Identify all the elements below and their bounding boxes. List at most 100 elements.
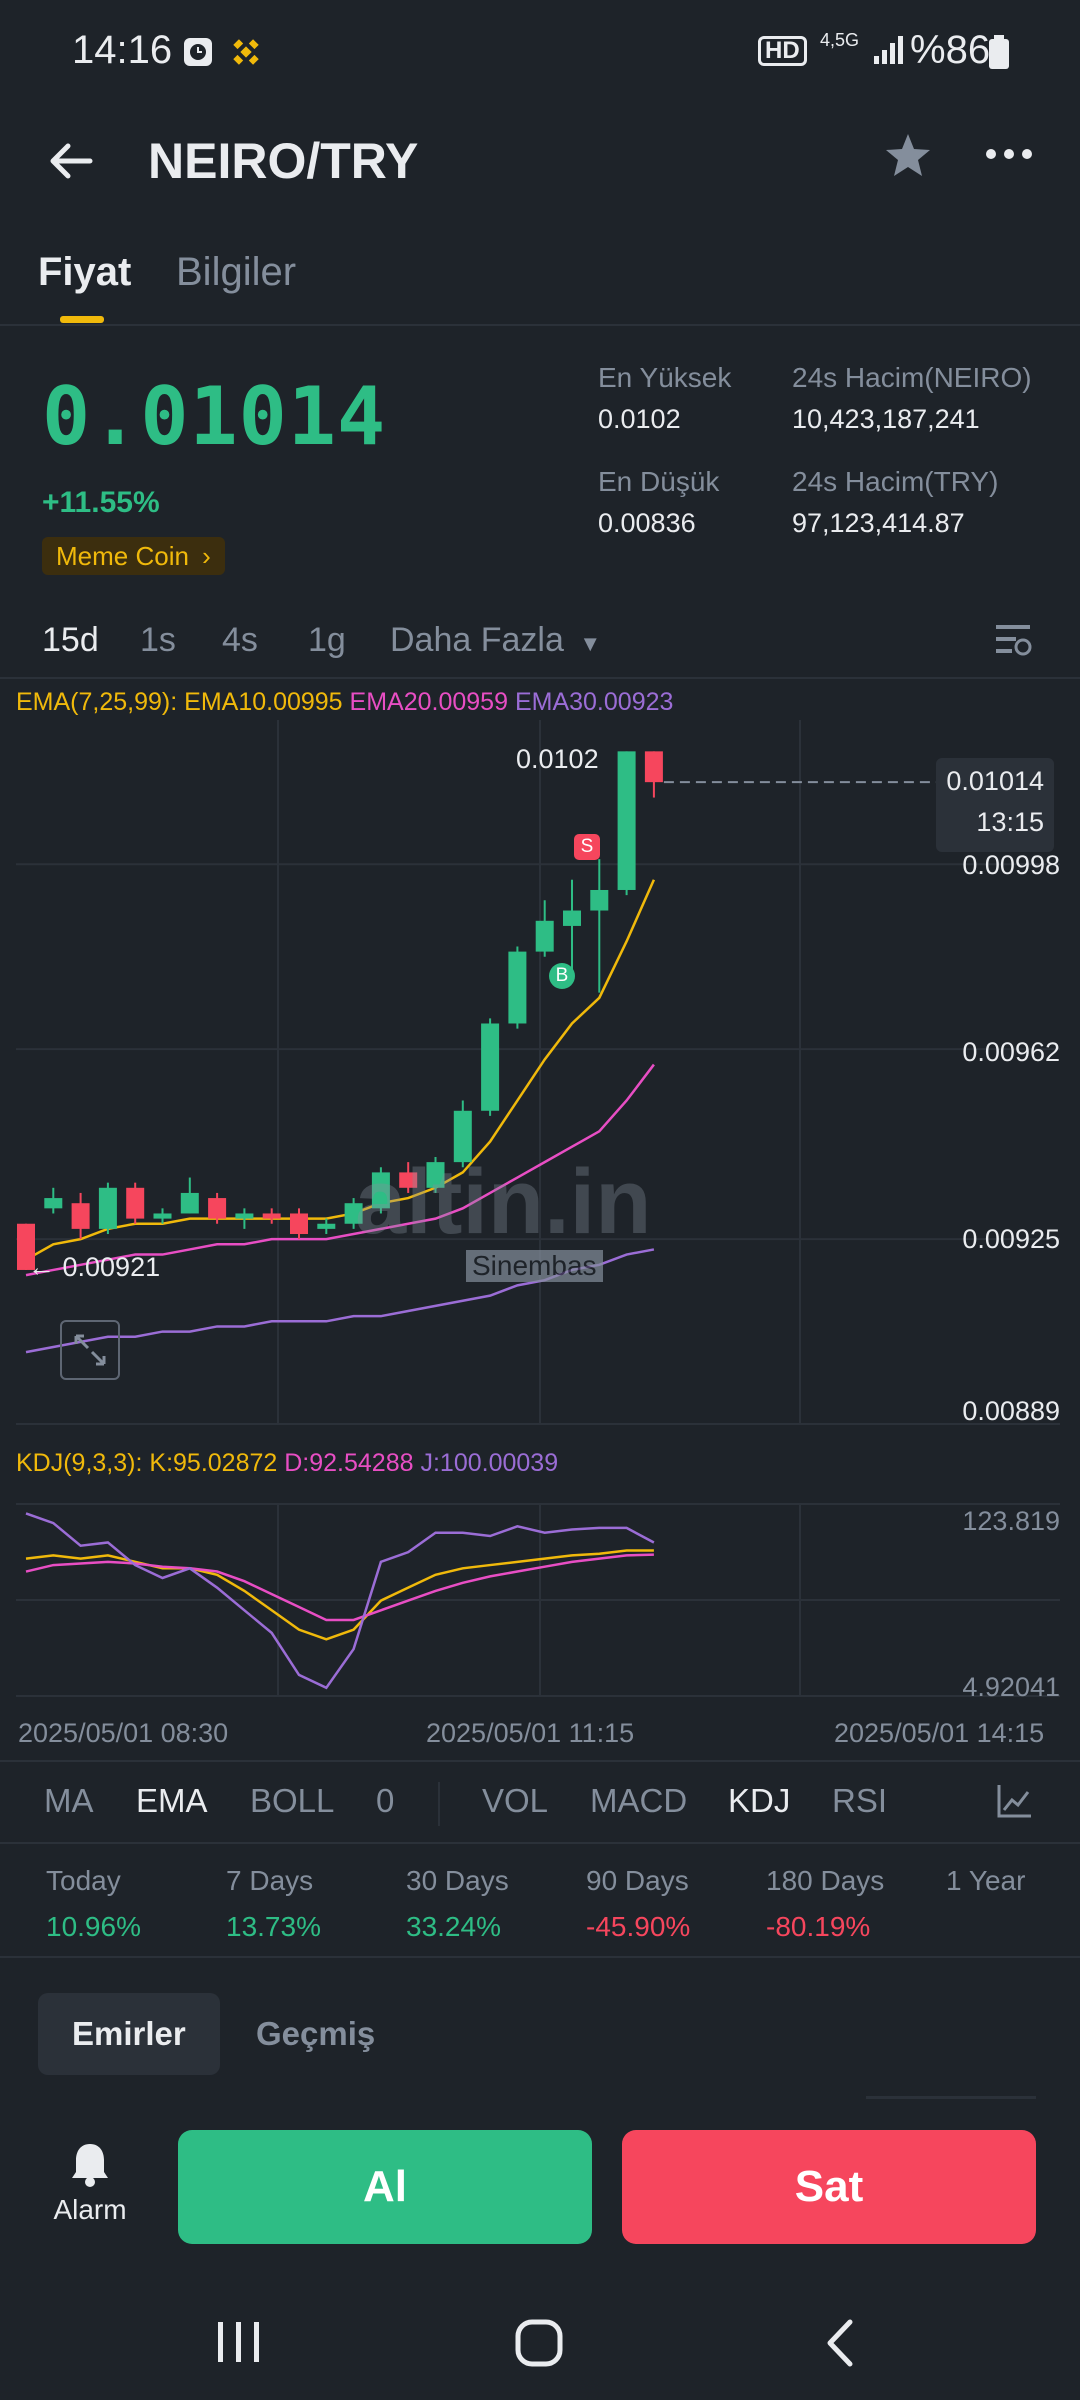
y-tick-label: 0.00998 (962, 850, 1060, 880)
kdj-k-line (25, 1549, 654, 1641)
ema30-value: EMA30.00923 (514, 688, 674, 716)
x-tick-label: 2025/05/01 11:15 (426, 1718, 635, 1748)
tab-indicator (60, 316, 104, 323)
timeframe-1s[interactable]: 1s (140, 621, 176, 659)
high-marker-label: 0.0102 (516, 744, 599, 774)
caret-down-icon: ▼ (579, 631, 602, 656)
perf-value: -80.19% (766, 1911, 871, 1942)
expand-chart-button[interactable] (60, 1320, 120, 1380)
sell-marker[interactable]: S (574, 834, 600, 860)
indicator-ema[interactable]: EMA (136, 1782, 208, 1819)
candle (481, 1023, 500, 1111)
back-arrow-icon[interactable] (46, 136, 96, 186)
meme-coin-tag[interactable]: Meme Coin › (42, 537, 225, 575)
perf-180-days: 180 Days -80.19% (766, 1865, 884, 1943)
indicator-boll[interactable]: BOLL (250, 1782, 335, 1819)
candle (153, 1213, 172, 1219)
timeframe-15d[interactable]: 15d (42, 621, 99, 659)
header: NEIRO/TRY (0, 110, 1080, 250)
hd-icon: HD (758, 36, 807, 66)
low-value: 0.00836 (598, 508, 696, 538)
chevron-right-icon: › (202, 541, 211, 571)
battery-icon (989, 35, 1009, 69)
kdj-legend: KDJ(9,3,3): K:95.02872 D:92.54288 J:100.… (16, 1449, 558, 1478)
kdj-y-max: 123.819 (962, 1506, 1060, 1536)
alarm-button[interactable]: Alarm (40, 2140, 140, 2226)
indicator-tabs: MA EMA BOLL 0 VOL MACD KDJ RSI (0, 1760, 1080, 1844)
kdj-k-value: K:95.02872 (149, 1449, 278, 1477)
candle (44, 1198, 63, 1209)
low-marker-label: ← 0.00921 (28, 1252, 161, 1282)
sell-button[interactable]: Sat (622, 2130, 1036, 2244)
volume-quote-label: 24s Hacim(TRY) (792, 466, 999, 497)
candle (508, 951, 527, 1024)
favorite-star-icon[interactable] (882, 130, 934, 182)
ema20-value: EMA20.00959 (349, 688, 508, 716)
perf-value: 33.24% (406, 1911, 501, 1942)
candle-countdown: 13:15 (976, 807, 1044, 837)
indicator-vol[interactable]: VOL (482, 1782, 549, 1819)
price-change: +11.55% (42, 486, 160, 519)
current-price-label: 0.01014 (946, 766, 1044, 796)
candle (617, 751, 636, 890)
y-tick-label: 0.00962 (962, 1037, 1060, 1067)
candle (317, 1223, 336, 1229)
candle (98, 1187, 117, 1229)
candle (235, 1213, 254, 1219)
tab-price[interactable]: Fiyat (38, 250, 132, 294)
system-nav-bar (0, 2280, 1080, 2400)
indicator-rsi[interactable]: RSI (832, 1782, 888, 1819)
last-price: 0.01014 (42, 370, 387, 463)
timeframe-4s[interactable]: 4s (222, 621, 258, 659)
signal-icon (874, 36, 903, 64)
perf-label: 7 Days (226, 1865, 314, 1896)
buy-button[interactable]: Al (178, 2130, 592, 2244)
tab-orders[interactable]: Emirler (38, 1993, 220, 2075)
perf-value: -45.90% (586, 1911, 691, 1942)
candle (71, 1203, 90, 1229)
watermark-text: altin.in (355, 1151, 652, 1253)
timeframe-more[interactable]: Daha Fazla ▼ (390, 621, 601, 660)
tag-label: Meme Coin (56, 541, 189, 571)
more-label: Daha Fazla (390, 621, 564, 659)
candle (535, 920, 554, 952)
volume-quote-value: 97,123,414.87 (792, 508, 965, 538)
candle (262, 1213, 281, 1219)
candle (590, 889, 609, 911)
perf-today: Today 10.96% (46, 1865, 141, 1943)
x-tick-label: 2025/05/01 08:30 (18, 1718, 229, 1748)
binance-icon (233, 39, 259, 65)
home-icon[interactable] (514, 2318, 564, 2368)
recent-apps-icon[interactable] (214, 2318, 264, 2366)
indicator-ma[interactable]: MA (44, 1782, 94, 1819)
candle (208, 1198, 227, 1219)
back-nav-icon[interactable] (820, 2318, 860, 2368)
tab-history[interactable]: Geçmiş (256, 2015, 376, 2052)
perf-label: 30 Days (406, 1865, 509, 1896)
candle (290, 1213, 308, 1235)
perf-7-days: 7 Days 13.73% (226, 1865, 321, 1943)
timeframe-1g[interactable]: 1g (308, 621, 346, 659)
bell-icon (72, 2144, 108, 2187)
chart-settings-icon[interactable] (994, 621, 1034, 659)
clock-icon (184, 38, 212, 66)
indicator-macd[interactable]: MACD (590, 1782, 688, 1819)
volume-base-value: 10,423,187,241 (792, 404, 980, 434)
tab-info[interactable]: Bilgiler (176, 250, 297, 294)
indicator-settings-icon[interactable] (996, 1782, 1034, 1820)
perf-value: 10.96% (46, 1911, 141, 1942)
ema-legend: EMA(7,25,99): EMA10.00995 EMA20.00959 EM… (16, 688, 673, 717)
perf-value: 13.73% (226, 1911, 321, 1942)
y-tick-label: 0.00889 (962, 1396, 1060, 1426)
more-options-icon[interactable] (984, 146, 1034, 162)
expand-icon (74, 1334, 106, 1366)
perf-1-year: 1 Year (946, 1865, 1025, 1911)
candle (180, 1192, 199, 1214)
candle (644, 751, 663, 783)
indicator-kdj[interactable]: KDJ (728, 1782, 791, 1819)
candle (126, 1187, 145, 1219)
candle (563, 910, 581, 926)
buy-marker[interactable]: B (549, 963, 575, 989)
kdj-d-value: D:92.54288 (284, 1449, 414, 1477)
indicator-zero[interactable]: 0 (376, 1782, 395, 1819)
